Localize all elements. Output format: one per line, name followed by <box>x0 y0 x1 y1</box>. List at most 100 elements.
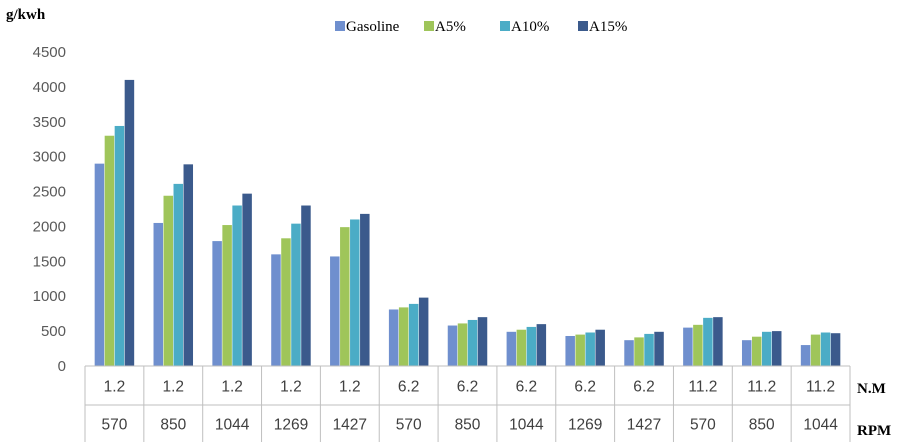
y-tick-label: 1500 <box>33 253 66 270</box>
bar-gasoline-13 <box>800 345 811 366</box>
bar-gasoline-10 <box>624 340 634 366</box>
category-label-rpm: 570 <box>396 417 422 434</box>
category-label-rpm: 1427 <box>333 417 367 434</box>
category-label-rpm: 1269 <box>274 417 308 434</box>
y-tick-label: 500 <box>41 323 66 340</box>
legend: Gasoline A5% A10% A15% <box>335 19 627 35</box>
bar-a10-5 <box>350 219 360 366</box>
bar-a5-2 <box>163 195 174 366</box>
row-unit-label: RPM <box>857 423 891 439</box>
category-label-nm: 6.2 <box>516 379 538 396</box>
bar-a15-7 <box>477 317 488 366</box>
bar-a15-10 <box>654 331 664 366</box>
bar-gasoline-1 <box>94 163 105 366</box>
bar-gasoline-4 <box>271 254 281 366</box>
legend-label: A10% <box>511 19 549 35</box>
bar-a15-5 <box>360 213 370 366</box>
bar-a10-9 <box>585 332 595 366</box>
bar-gasoline-12 <box>741 340 752 366</box>
y-axis-unit-label: g/kwh <box>6 7 46 23</box>
bar-a5-9 <box>575 334 585 366</box>
bar-a5-10 <box>634 337 644 366</box>
bar-gasoline-7 <box>447 325 458 366</box>
legend-swatch <box>500 21 510 31</box>
category-label-rpm: 850 <box>455 417 481 434</box>
bar-gasoline-6 <box>388 309 399 366</box>
bar-a15-1 <box>124 79 135 367</box>
category-label-nm: 11.2 <box>688 379 717 396</box>
legend-swatch <box>578 21 588 31</box>
bar-a15-13 <box>830 333 841 366</box>
category-label-nm: 1.2 <box>339 379 361 396</box>
y-tick-label: 3500 <box>33 114 66 131</box>
category-label-rpm: 570 <box>101 417 127 434</box>
category-label-rpm: 1044 <box>215 417 250 434</box>
bar-gasoline-5 <box>330 256 340 366</box>
bar-a5-13 <box>810 334 821 366</box>
bar-gasoline-2 <box>153 222 164 366</box>
bar-a5-8 <box>516 329 527 366</box>
category-label-nm: 6.2 <box>633 379 655 396</box>
category-table: 1.2 1.2 1.2 1.2 1.2 6.2 6.2 6.2 6.2 6.2 11.2 11.2 11… <box>84 365 891 442</box>
legend-swatch <box>335 21 345 31</box>
bar-a10-6 <box>408 303 419 366</box>
bar-a10-4 <box>291 223 301 366</box>
legend-label: Gasoline <box>346 19 400 35</box>
category-label-nm: 6.2 <box>574 379 596 396</box>
y-tick-label: 0 <box>58 358 66 375</box>
bar-a15-12 <box>771 331 782 366</box>
category-label-rpm: 1044 <box>803 417 838 434</box>
bar-a15-8 <box>536 324 547 366</box>
category-label-nm: 6.2 <box>398 379 420 396</box>
legend-swatch <box>424 21 434 31</box>
bar-a15-6 <box>418 297 429 366</box>
bars <box>94 79 841 367</box>
bar-a15-11 <box>713 317 723 366</box>
category-label-nm: 1.2 <box>221 379 243 396</box>
category-label-rpm: 850 <box>160 417 186 434</box>
bar-a15-9 <box>595 329 605 366</box>
bar-a10-12 <box>761 331 772 366</box>
bar-a10-13 <box>820 332 831 366</box>
bar-a5-7 <box>457 323 468 366</box>
category-label-nm: 1.2 <box>280 379 302 396</box>
bar-gasoline-8 <box>506 331 517 366</box>
bar-a10-3 <box>232 205 242 366</box>
bar-a5-1 <box>104 135 115 366</box>
y-tick-label: 1000 <box>33 288 66 305</box>
category-label-rpm: 850 <box>749 417 775 434</box>
y-tick-label: 2500 <box>33 184 66 201</box>
bar-a10-2 <box>173 183 184 366</box>
bar-a15-4 <box>301 205 311 366</box>
y-tick-label: 4000 <box>33 79 66 96</box>
category-label-rpm: 1269 <box>568 417 602 434</box>
category-label-rpm: 570 <box>690 417 716 434</box>
y-tick-label: 2000 <box>33 218 66 235</box>
bar-a10-11 <box>703 317 713 366</box>
legend-label: A5% <box>435 19 466 35</box>
bar-gasoline-11 <box>683 327 693 366</box>
bar-a10-10 <box>644 333 654 366</box>
bar-a15-2 <box>183 164 194 366</box>
bar-a5-5 <box>340 227 350 366</box>
bar-a5-11 <box>693 324 703 366</box>
bar-gasoline-9 <box>565 335 575 366</box>
category-label-rpm: 1044 <box>509 417 544 434</box>
category-label-nm: 11.2 <box>747 379 776 396</box>
bar-a10-8 <box>526 326 537 366</box>
category-label-rpm: 1427 <box>627 417 661 434</box>
bar-a5-12 <box>751 336 762 366</box>
legend-label: A15% <box>589 19 627 35</box>
category-label-nm: 11.2 <box>806 379 835 396</box>
bar-a10-7 <box>467 319 478 366</box>
bar-a15-3 <box>242 193 252 366</box>
bar-a10-1 <box>114 125 125 366</box>
category-label-nm: 1.2 <box>104 379 126 396</box>
bar-a5-6 <box>398 307 409 366</box>
category-label-nm: 6.2 <box>457 379 479 396</box>
y-axis-ticks: 0 500 1000 1500 2000 2500 3000 3500 4000 4500 <box>33 44 66 375</box>
bar-a5-4 <box>281 238 291 366</box>
row-unit-label: N.M <box>857 381 886 397</box>
y-tick-label: 3000 <box>33 149 66 166</box>
